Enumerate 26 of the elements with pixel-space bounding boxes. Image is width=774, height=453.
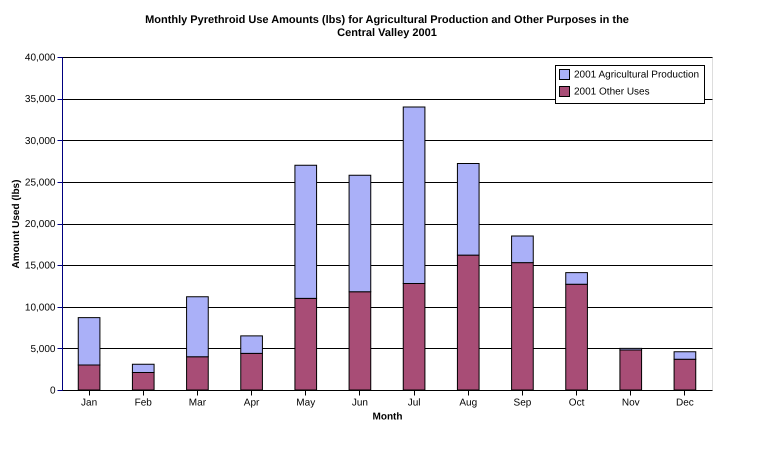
y-tick-label: 40,000 bbox=[24, 52, 56, 64]
x-tick-label: Nov bbox=[622, 398, 640, 408]
x-tick-label: May bbox=[296, 398, 316, 408]
y-tick-label: 15,000 bbox=[24, 260, 56, 272]
x-tick-label: Apr bbox=[244, 398, 260, 408]
y-tick-label: 20,000 bbox=[24, 219, 56, 230]
x-axis-title: Month bbox=[372, 412, 402, 422]
legend-label: 2001 Agricultural Production bbox=[574, 70, 700, 80]
x-tick-label: Jun bbox=[352, 398, 368, 408]
chart-title: Monthly Pyrethroid Use Amounts (lbs) for Agricultural Production and Other Purposes in the Central Valley 2001 bbox=[145, 14, 629, 39]
x-tick-label: Oct bbox=[568, 398, 585, 408]
y-axis-title: Amount Used (lbs) bbox=[10, 180, 22, 268]
legend-label: 2001 Other Uses bbox=[574, 86, 650, 98]
x-tick-label: Dec bbox=[676, 398, 694, 408]
x-tick-label: Jan bbox=[81, 398, 98, 408]
y-tick-label: 5,000 bbox=[30, 344, 56, 355]
x-tick-label: Feb bbox=[134, 398, 152, 408]
y-tick-label: 10,000 bbox=[24, 302, 56, 314]
x-tick-label: Sep bbox=[514, 398, 532, 408]
y-tick-label: 0 bbox=[50, 386, 56, 396]
x-tick-label: Mar bbox=[188, 398, 207, 408]
x-tick-label: Jul bbox=[408, 398, 420, 408]
y-tick-label: 25,000 bbox=[24, 177, 56, 188]
y-tick-label: 30,000 bbox=[24, 136, 56, 147]
x-tick-label: Aug bbox=[459, 398, 478, 408]
y-tick-label: 35,000 bbox=[24, 94, 56, 106]
